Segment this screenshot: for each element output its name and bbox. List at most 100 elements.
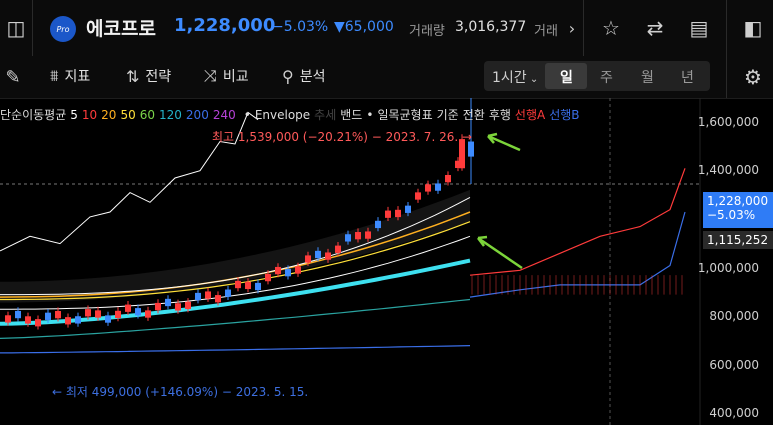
candle-body [125,304,131,312]
sma-periods: 5 10 20 50 60 120 200 240 [70,108,239,122]
company-logo: Pro [50,16,76,42]
candle-body [285,269,291,277]
sma-period-240: 240 [212,108,236,122]
strategy-icon: ⇅ [126,66,140,86]
candle-body [145,310,151,318]
clipboard-icon[interactable]: ▤ [689,16,709,40]
candle-body [335,245,341,253]
candle-body [468,141,474,157]
envelope-label: Envelope [254,108,311,122]
candle-body [375,220,381,229]
analysis-button[interactable]: ⚲ 분석 [282,66,325,86]
indicator-legend: 단순이동평균 5 10 20 50 60 120 200 240 • Envelope 추세 밴드 • 일목… [0,106,584,123]
candle-body [325,252,331,260]
candle-body [195,292,201,301]
candle-body [415,192,421,200]
candle-body [355,232,361,240]
symbol-header: ◫ Pro 에코프로 1,228,000 −5.03% ▼65,000 거래량 … [0,0,773,57]
candle-body [155,302,161,311]
amount-label: 거래 [534,24,558,39]
candle-body [105,315,111,323]
candle-body [25,316,31,324]
candle-body [205,291,211,299]
candle-body [45,312,51,320]
candle-body [15,310,21,319]
compare-icon: ⤨ [204,66,217,85]
compare-button[interactable]: ⤨ 비교 [204,66,249,86]
header-divider [32,0,33,56]
period-day[interactable]: 일 [560,70,573,86]
legend-dot: • [243,108,251,122]
pencil-icon[interactable]: ✎ [5,66,21,88]
candle-body [35,319,41,327]
envelope-band [0,189,470,303]
change-percent: −5.03% [272,19,329,35]
sma-period-50: 50 [120,108,136,122]
price-tick: 400,000 [709,406,759,420]
span-a-label: 선행A [514,108,546,122]
candle-body [435,183,441,191]
settings-gear-icon[interactable]: ⚙ [744,65,762,89]
sma-period-5: 5 [70,108,78,122]
sma-period-200: 200 [185,108,209,122]
candle-body [315,250,321,259]
candle-body [305,255,311,263]
candle-body [115,310,121,319]
price-tick: 1,600,000 [697,115,759,129]
price-tick: 800,000 [709,309,759,323]
current-price-tag-value: 1,228,000 [707,194,769,208]
span-a-line [469,168,686,276]
symbol-name[interactable]: 에코프로 [86,18,156,40]
strategy-label: 전략 [145,69,172,85]
indicator-button[interactable]: ⩩ 지표 [50,66,90,86]
toolbar-divider [726,56,727,98]
span-b-label: 선행B [549,108,580,122]
span-b-line [469,211,686,298]
sma-period-10: 10 [81,108,98,122]
candle-body [165,298,171,307]
conversion-label: 전환 [462,108,485,122]
candle-body [235,280,241,289]
analysis-icon: ⚲ [282,66,294,86]
candle-body [395,209,401,218]
sma-label: 단순이동평균 [0,108,67,122]
candle-body [255,282,261,291]
band-label: 밴드 [340,108,363,122]
high-annotation: 최고 1,539,000 (−20.21%) − 2023. 7. 26. → [212,130,473,144]
ichimoku-label: 일목균형표 [377,108,433,122]
interval-dropdown[interactable]: 1시간 ⌄ [492,67,538,87]
legend-dot: • [366,108,374,122]
sma-line-200 [0,298,471,339]
candle-body [95,310,101,318]
chevron-right-icon[interactable]: › [568,18,576,38]
lagging-span [0,111,259,252]
period-month[interactable]: 월 [641,70,654,86]
candle-body [215,295,221,303]
star-icon[interactable]: ☆ [602,16,620,40]
candle-body [345,234,351,242]
candle-body [385,210,391,218]
current-price-tag-pct: −5.03% [707,208,756,222]
strategy-button[interactable]: ⇅ 전략 [126,66,171,86]
candle-body [5,315,11,323]
candle-body [55,311,61,319]
period-selector [484,61,710,91]
volume-label: 거래량 [409,24,445,39]
candle-body [405,205,411,213]
chevron-down-icon: ⌄ [526,74,539,85]
sidebar-toggle-icon[interactable]: ◫ [6,16,26,40]
compare-label: 비교 [222,69,249,85]
candle-body [365,231,371,239]
period-week[interactable]: 주 [600,70,613,86]
base-label: 기준 [436,108,459,122]
price-chart[interactable] [0,98,773,425]
sma-period-120: 120 [159,108,182,122]
envelope-upper [0,196,471,296]
period-year[interactable]: 년 [681,70,694,86]
price-tick: 1,000,000 [697,261,759,275]
swap-icon[interactable]: ⇄ [646,16,664,40]
price-tick: 600,000 [709,358,759,372]
period-selected-bg [545,63,587,89]
price-tick: 1,400,000 [697,163,759,177]
panel-toggle-icon[interactable]: ◧ [743,16,763,40]
